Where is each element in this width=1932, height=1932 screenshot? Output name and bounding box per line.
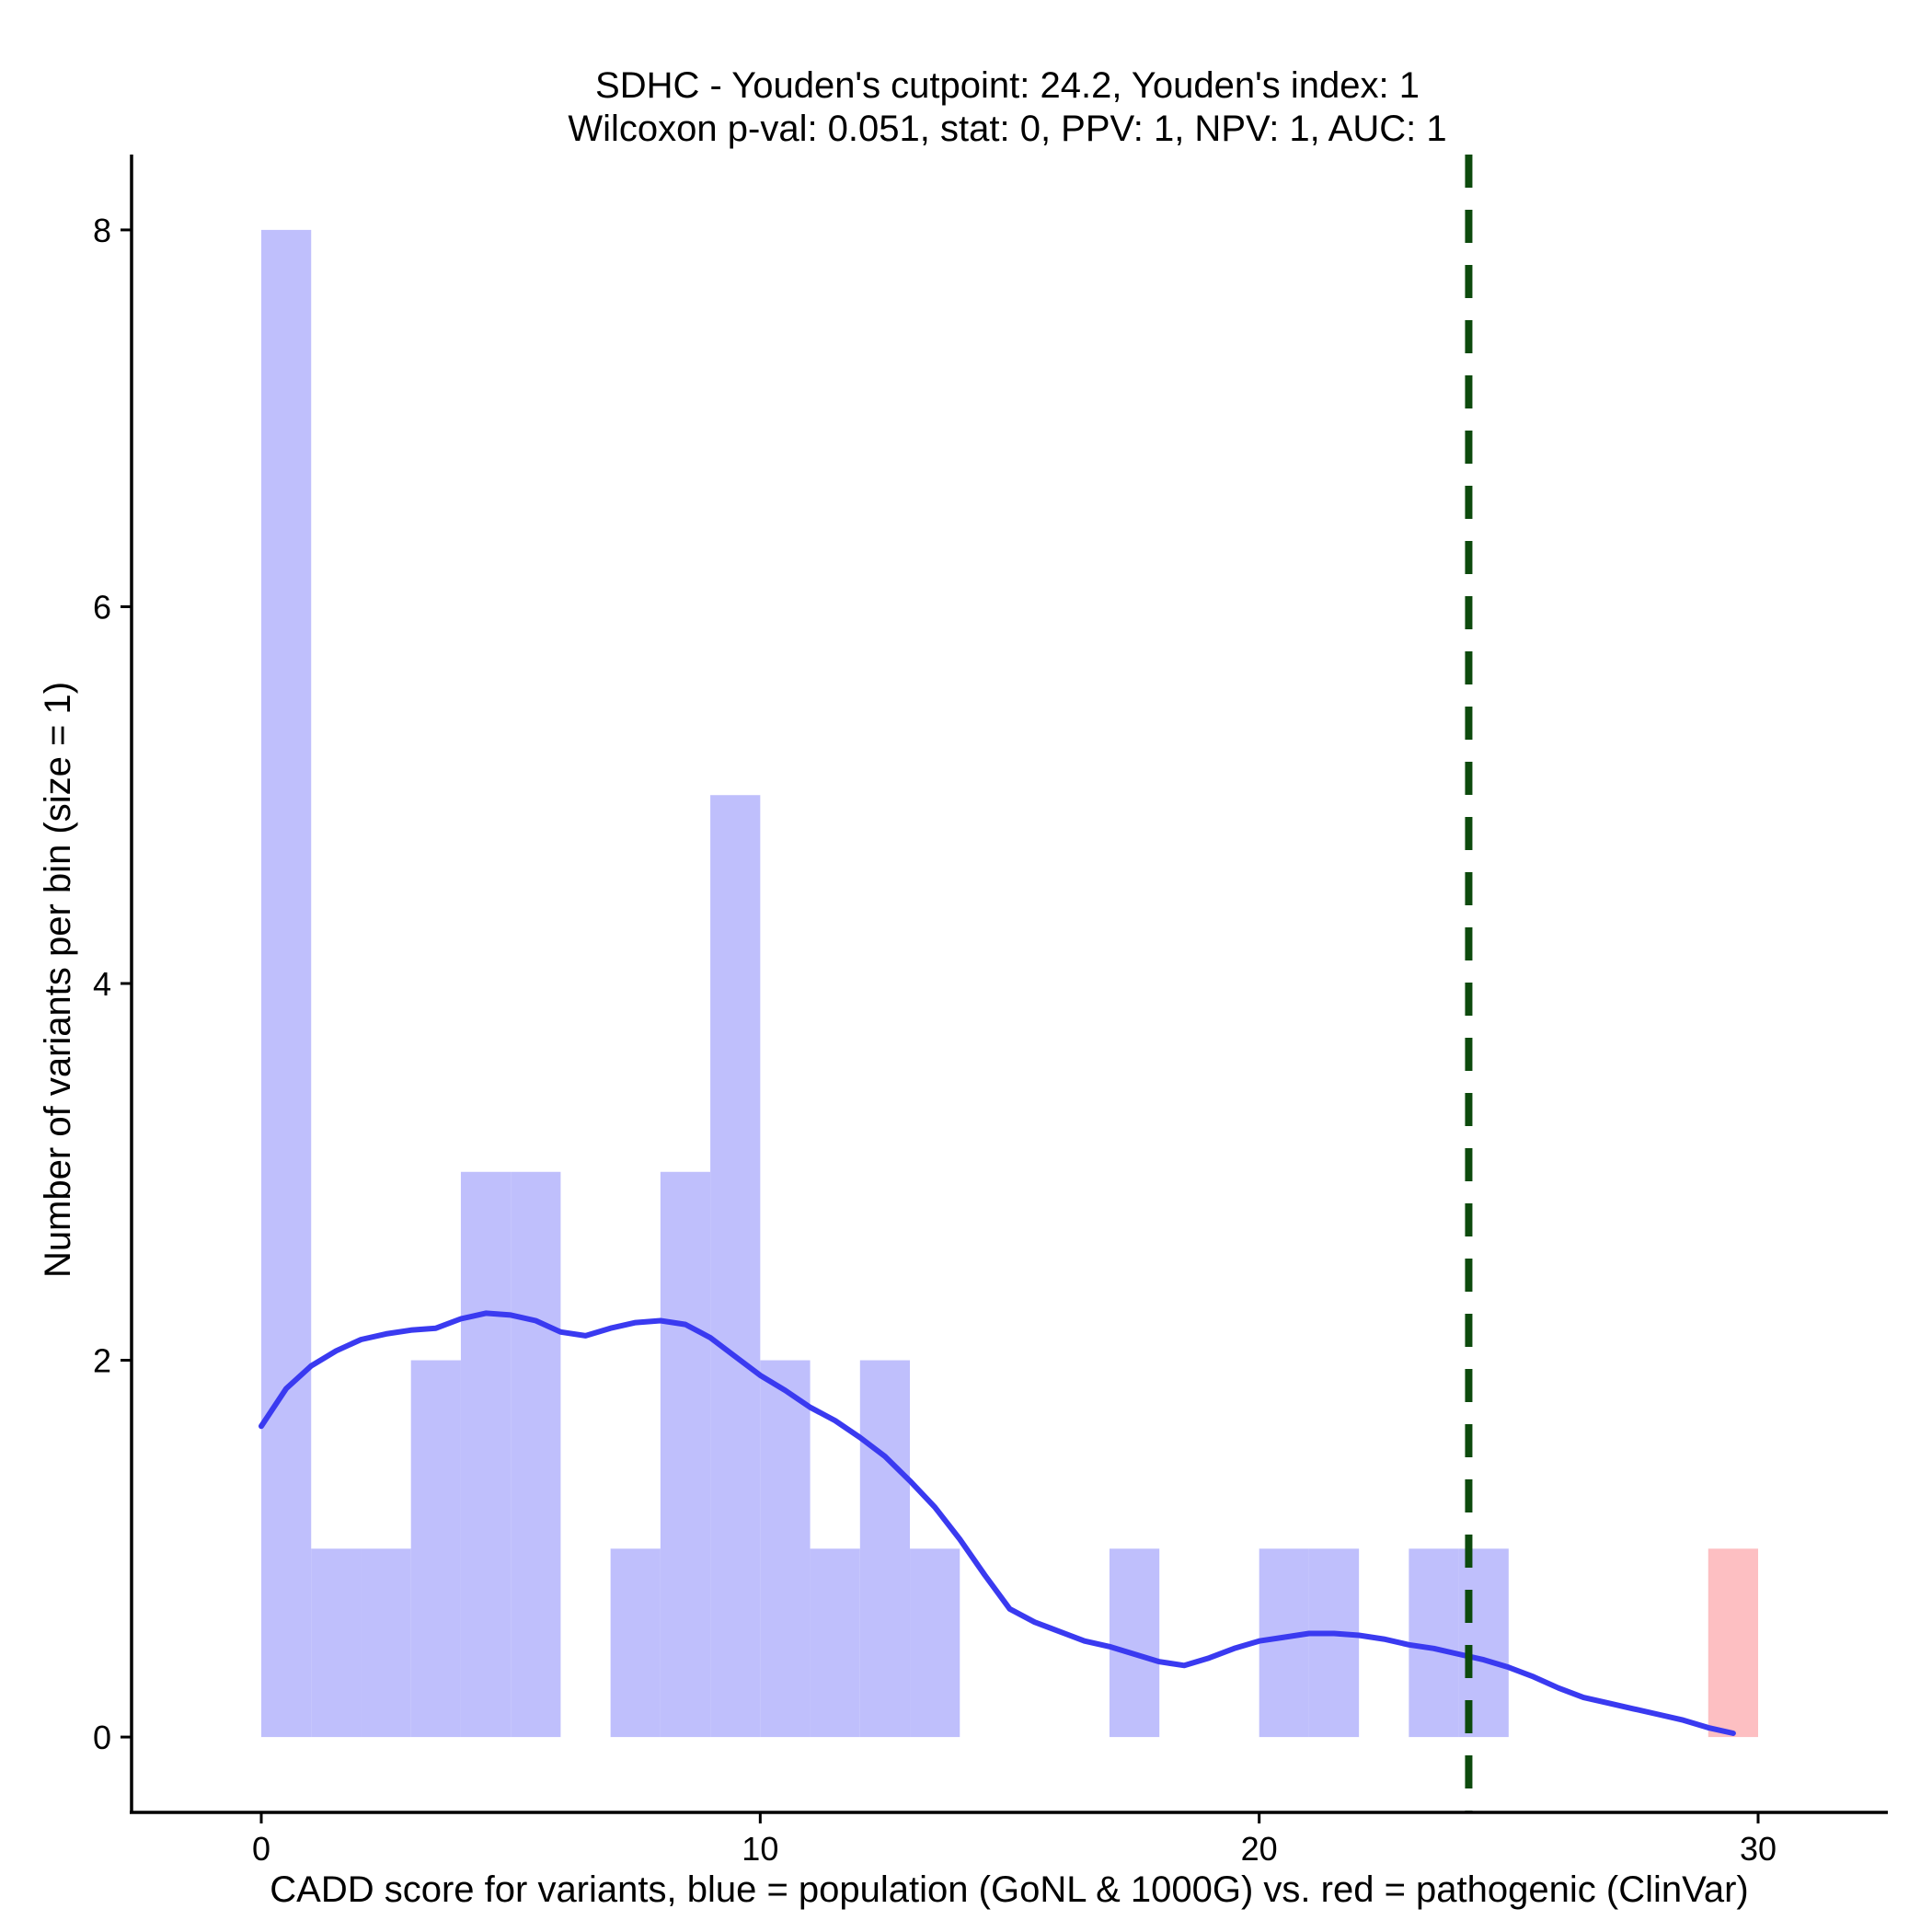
x-axis-ticks: 0 10 20 30: [252, 1812, 1777, 1868]
population-bar: [361, 1548, 411, 1738]
population-bar: [1109, 1548, 1160, 1738]
histogram-bars: [261, 229, 1758, 1738]
x-axis-label: CADD score for variants, blue = populati…: [270, 1869, 1748, 1910]
y-tick-label: 2: [93, 1342, 111, 1380]
population-bar: [859, 1360, 911, 1738]
y-axis-ticks: 0 2 4 6 8: [93, 212, 132, 1756]
y-tick-label: 8: [93, 212, 111, 249]
x-tick-label: 30: [1740, 1830, 1777, 1868]
population-bar: [261, 229, 312, 1738]
population-bar: [760, 1360, 811, 1738]
y-tick-label: 4: [93, 965, 111, 1003]
population-bar: [511, 1171, 561, 1738]
population-bar: [410, 1360, 461, 1738]
y-tick-label: 6: [93, 588, 111, 626]
density-layer: [259, 1310, 1736, 1736]
pathogenic-bar: [1708, 1548, 1758, 1738]
y-tick-label: 0: [93, 1719, 111, 1756]
density-curve: [259, 1310, 1736, 1736]
population-bar: [810, 1548, 860, 1738]
population-bar: [1308, 1548, 1360, 1738]
x-tick-label: 20: [1241, 1830, 1278, 1868]
population-bar: [710, 795, 761, 1738]
population-bar: [910, 1548, 960, 1738]
population-bar: [1409, 1548, 1459, 1738]
population-bar: [460, 1171, 512, 1738]
chart-title-line2: Wilcoxon p-val: 0.051, stat: 0, PPV: 1, …: [568, 109, 1446, 149]
population-bar: [1259, 1548, 1309, 1738]
y-axis-label: Number of variants per bin (size = 1): [38, 682, 78, 1278]
chart-title-line1: SDHC - Youden's cutpoint: 24.2, Youden's…: [595, 65, 1420, 106]
x-tick-label: 10: [742, 1830, 778, 1868]
population-bar: [311, 1548, 362, 1738]
population-bar: [610, 1548, 661, 1738]
population-bar: [660, 1171, 711, 1738]
x-tick-label: 0: [252, 1830, 270, 1868]
